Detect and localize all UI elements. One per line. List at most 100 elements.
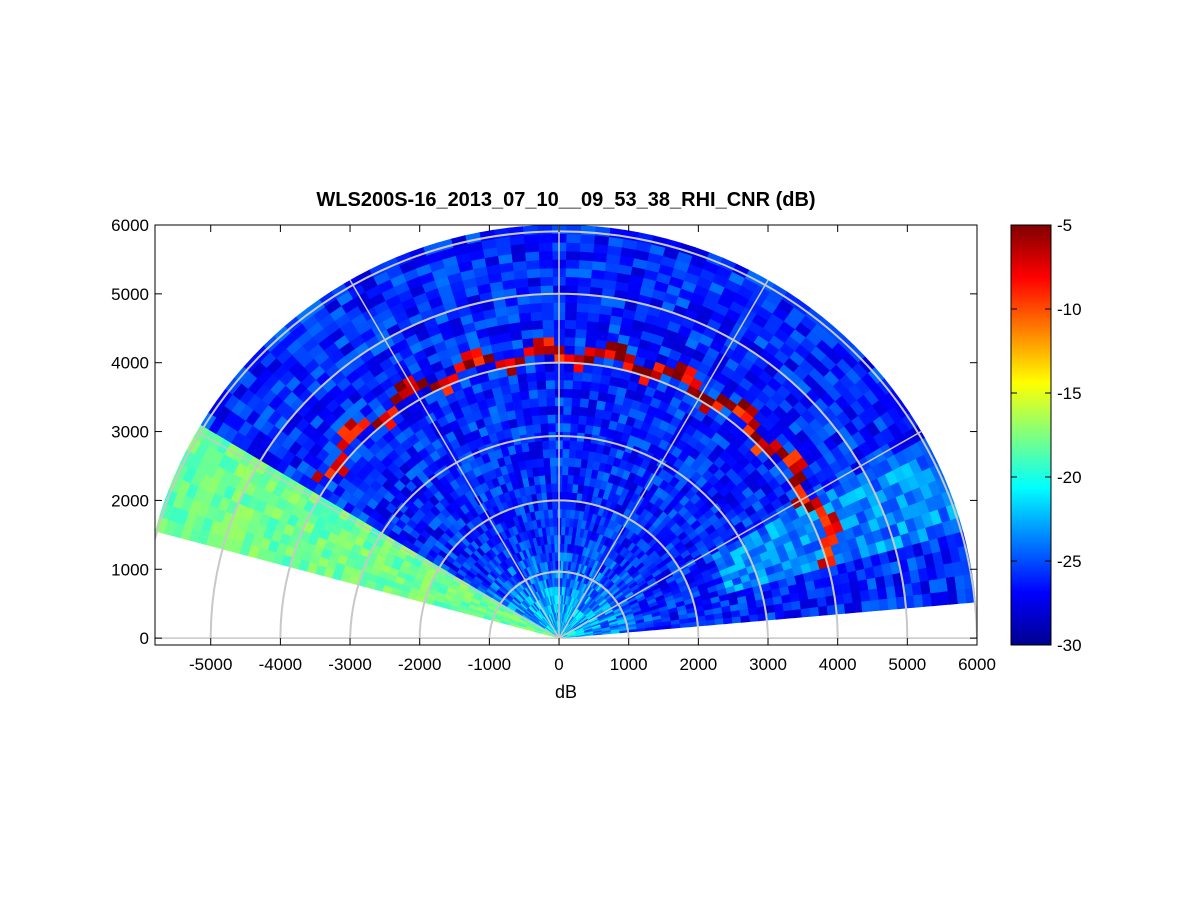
heatmap-cell [538,259,553,269]
heatmap-cell [513,269,528,280]
heatmap-cell [569,422,579,433]
heatmap-cell [543,465,551,476]
heatmap-cell [570,405,580,416]
heatmap-cell [590,269,606,280]
heatmap-cell [549,465,557,476]
heatmap-cell [545,396,556,407]
heatmap-cell [542,457,551,467]
heatmap-cell [565,241,581,252]
heatmap-cell [562,388,573,398]
heatmap-cell [570,414,580,425]
heatmap-cell [565,508,571,519]
radial-line [558,430,922,639]
heatmap-cell [572,474,580,485]
heatmap-cell [561,474,569,484]
heatmap-cell [574,328,587,339]
heatmap-cell [562,422,571,433]
heatmap-cell [539,276,554,287]
heatmap-cell [766,611,777,621]
heatmap-cell [565,233,581,244]
heatmap-cell [539,422,549,433]
heatmap-cell [518,311,532,323]
heatmap-cell [552,517,558,527]
heatmap-cell [540,302,554,312]
heatmap-cell [774,610,785,620]
x-tick-label: -2000 [398,655,441,674]
colorbar-gradient [1011,225,1051,645]
colorbar-ticks: -5 -10 -15 -20 -25 -30 [1011,216,1082,655]
heatmap-cell [563,362,574,373]
heatmap-cell [581,371,593,383]
x-tick-label: -1000 [468,655,511,674]
heatmap-cell [562,396,573,407]
heatmap-cell [572,371,583,382]
heatmap-cell [537,397,548,407]
heatmap-cell [587,303,601,314]
heatmap-cell [542,336,555,347]
heatmap-cell [511,260,527,272]
heatmap-cell [563,336,576,347]
heatmap-cell [565,267,579,278]
heatmap-cell [549,457,557,467]
x-tick-label: 0 [554,655,563,674]
heatmap-cell [544,371,555,381]
heatmap-cell [589,381,601,392]
heatmap-cell [550,491,557,501]
heatmap-cell [548,439,557,450]
heatmap-cell [577,414,587,425]
heatmap-cell [571,388,582,399]
heatmap-cell [571,379,583,390]
heatmap-cell [529,311,543,322]
heatmap-cell [587,398,598,409]
y-tick-label: 0 [140,629,149,648]
heatmap-cell [560,551,564,562]
heatmap-cell [538,414,548,425]
heatmap-cell [560,525,566,536]
y-axis: 0 1000 2000 3000 4000 5000 6000 [111,216,977,648]
heatmap-cell [561,457,569,467]
heatmap-cell [564,517,571,528]
heatmap-cell [576,302,589,313]
heatmap-cell [584,424,594,435]
heatmap-cell [537,233,553,244]
x-tick-label: -4000 [259,655,302,674]
heatmap-cell [566,483,574,493]
heatmap-cell [573,466,581,477]
heatmap-cell [563,345,575,355]
x-axis-label: dB [555,682,577,702]
heatmap-cell [564,319,577,330]
x-axis: -5000 -4000 -3000 -2000 -1000 0 1000 2000 3000 40… [189,225,996,674]
heatmap-cell [748,613,759,622]
y-tick-label: 6000 [111,216,149,235]
heatmap-cell [563,379,574,390]
heatmap-cell [562,439,570,450]
heatmap-cell [532,345,545,356]
heatmap-cell [524,251,540,262]
heatmap-cell [560,534,565,544]
heatmap-cell [523,242,539,253]
colorbar-tick-label: -30 [1057,636,1082,655]
heatmap-cell [579,397,590,408]
heatmap-cell [541,319,554,330]
x-tick-label: 2000 [679,655,717,674]
heatmap-cell [560,543,565,553]
heatmap-cell [887,596,898,610]
heatmap-cell [530,319,543,330]
heatmap-cell [792,608,803,619]
heatmap-cell [520,329,533,340]
heatmap-cell [861,600,872,613]
heatmap-cell [878,597,890,611]
heatmap-cell [567,457,576,467]
heatmap-cell [521,337,534,349]
heatmap-cell [562,414,572,424]
heatmap-cell [546,405,556,416]
heatmap-cell [535,371,546,382]
heatmap-cell [526,380,538,391]
heatmap-cell [519,390,530,401]
y-tick-label: 4000 [111,354,149,373]
heatmap-cell [579,242,595,253]
heatmap-cell [578,259,593,270]
heatmap-cell [561,491,568,501]
heatmap-cell [574,449,583,460]
